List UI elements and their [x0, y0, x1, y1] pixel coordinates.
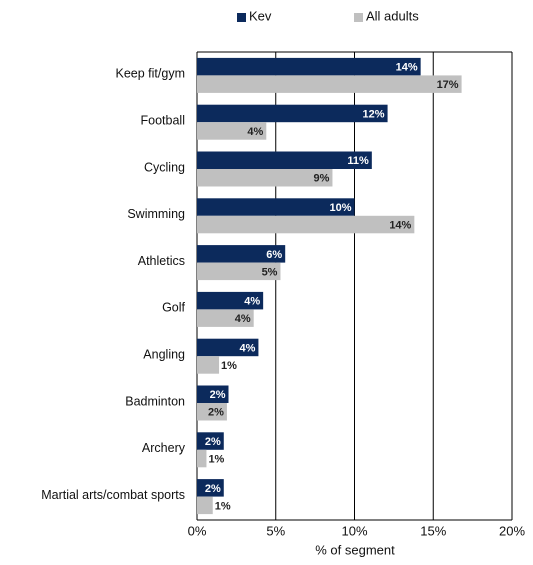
- bar: [197, 169, 333, 187]
- x-tick-label: 20%: [499, 523, 525, 538]
- bar: [197, 356, 220, 374]
- data-label: 5%: [262, 266, 278, 278]
- bar: [197, 57, 421, 76]
- y-tick-label: Martial arts/combat sports: [41, 488, 185, 502]
- x-tick-label: 15%: [420, 523, 446, 538]
- data-label: 2%: [210, 389, 226, 401]
- y-tick-label: Angling: [143, 347, 185, 361]
- bar: [197, 245, 286, 263]
- bar: [197, 385, 229, 403]
- x-tick-label: 10%: [341, 523, 367, 538]
- data-label: 1%: [215, 500, 231, 512]
- bar: [197, 104, 388, 123]
- data-label: 1%: [221, 360, 237, 372]
- bar: [197, 262, 281, 281]
- data-label: 10%: [329, 202, 351, 214]
- bar: [197, 309, 254, 327]
- bar: [197, 479, 224, 497]
- data-label: 14%: [389, 219, 411, 231]
- y-tick-label: Athletics: [138, 254, 185, 268]
- data-label: 1%: [208, 453, 224, 465]
- data-label: 4%: [247, 126, 263, 138]
- bar: [197, 496, 213, 515]
- data-label: 2%: [205, 483, 221, 495]
- data-label: 4%: [244, 296, 260, 308]
- data-label: 2%: [205, 436, 221, 448]
- legend-label: All adults: [366, 8, 419, 23]
- y-tick-label: Archery: [142, 441, 186, 455]
- legend-label: Kev: [249, 8, 272, 23]
- bar: [197, 338, 259, 357]
- y-tick-label: Golf: [162, 301, 185, 315]
- bar: [197, 403, 227, 421]
- data-label: 14%: [396, 62, 418, 74]
- legend-swatch: [237, 13, 246, 22]
- bar: [197, 449, 207, 468]
- x-axis-label: % of segment: [315, 542, 395, 557]
- bar: [197, 291, 264, 310]
- bar: [197, 75, 462, 93]
- y-tick-label: Badminton: [125, 394, 185, 408]
- y-tick-label: Cycling: [144, 160, 185, 174]
- data-label: 4%: [240, 342, 256, 354]
- y-tick-label: Swimming: [127, 207, 185, 221]
- data-label: 12%: [363, 108, 385, 120]
- data-label: 2%: [208, 407, 224, 419]
- legend-swatch: [354, 13, 363, 22]
- bar: [197, 198, 355, 216]
- data-label: 9%: [314, 173, 330, 185]
- data-label: 11%: [347, 155, 369, 167]
- x-tick-label: 0%: [188, 523, 207, 538]
- bar: [197, 432, 224, 450]
- x-tick-label: 5%: [266, 523, 285, 538]
- data-label: 17%: [437, 79, 459, 91]
- data-label: 4%: [235, 313, 251, 325]
- bar: [197, 122, 267, 140]
- bar: [197, 215, 415, 234]
- bar: [197, 151, 372, 169]
- y-tick-label: Football: [141, 113, 185, 127]
- data-label: 6%: [266, 249, 282, 261]
- y-tick-label: Keep fit/gym: [116, 67, 185, 81]
